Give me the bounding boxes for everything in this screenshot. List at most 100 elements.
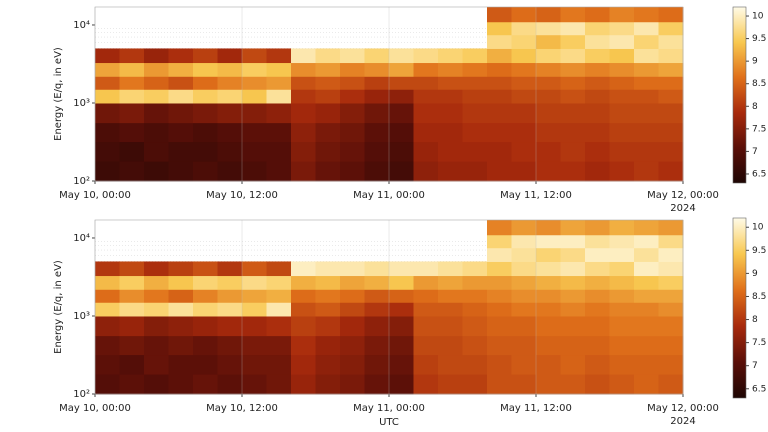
- heatmap-cell: [487, 21, 512, 36]
- heatmap-cell: [634, 261, 659, 277]
- heatmap-cell: [168, 335, 194, 356]
- heatmap-cell: [340, 335, 365, 356]
- heatmap-cell: [536, 122, 561, 143]
- heatmap-cell: [438, 141, 463, 162]
- colorbar-tick-label: 9: [752, 57, 758, 67]
- heatmap-cell: [438, 102, 463, 124]
- heatmap-cell: [291, 315, 316, 337]
- heatmap-cell: [609, 89, 635, 104]
- heatmap-cell: [193, 335, 218, 356]
- heatmap-cell: [119, 48, 145, 64]
- heatmap-cell: [340, 102, 365, 124]
- heatmap-cell: [462, 374, 488, 395]
- heatmap-cell: [364, 289, 390, 303]
- heatmap-cell: [291, 141, 316, 162]
- heatmap-cell: [315, 315, 341, 337]
- heatmap-cell: [217, 122, 243, 143]
- heatmap-cell: [585, 315, 610, 337]
- heatmap-cell: [462, 141, 488, 162]
- heatmap-cell: [487, 302, 512, 317]
- heatmap-cell: [193, 122, 218, 143]
- heatmap-cell: [511, 302, 537, 317]
- heatmap-cell: [168, 141, 194, 162]
- heatmap-cell: [511, 21, 537, 36]
- heatmap-cell: [144, 374, 169, 395]
- heatmap-cell: [487, 335, 512, 356]
- heatmap-cell: [634, 374, 659, 395]
- heatmap-cell: [364, 261, 390, 277]
- heatmap-cell: [389, 89, 414, 104]
- heatmap-cell: [536, 289, 561, 303]
- heatmap-cell: [609, 302, 635, 317]
- heatmap-cell: [144, 275, 169, 290]
- heatmap-cell: [609, 354, 635, 375]
- heatmap-cell: [266, 48, 292, 64]
- heatmap-cell: [609, 315, 635, 337]
- heatmap-cell: [585, 122, 610, 143]
- heatmap-cell: [609, 289, 635, 303]
- heatmap-cell: [364, 302, 390, 317]
- heatmap-cell: [413, 289, 439, 303]
- heatmap-cell: [315, 275, 341, 290]
- heatmap-cell: [609, 220, 635, 236]
- heatmap-cell: [487, 220, 512, 236]
- x-tick-label: May 12, 00:00: [647, 190, 719, 201]
- heatmap-cell: [95, 48, 120, 64]
- heatmap-cell: [462, 261, 488, 277]
- heatmap-cell: [634, 234, 659, 249]
- plot-frame: [94, 219, 684, 395]
- heatmap-cell: [585, 48, 610, 64]
- heatmap-cell: [389, 374, 414, 395]
- heatmap-cell: [340, 141, 365, 162]
- heatmap-cell: [340, 48, 365, 64]
- heatmap-cell: [462, 102, 488, 124]
- x-year-label: 2024: [670, 416, 695, 427]
- heatmap-cell: [585, 234, 610, 249]
- heatmap-cell: [242, 261, 267, 277]
- heatmap-cell: [340, 374, 365, 395]
- heatmap-cell: [634, 302, 659, 317]
- heatmap-cell: [609, 102, 635, 124]
- heatmap-cell: [609, 48, 635, 64]
- heatmap-cell: [634, 275, 659, 290]
- y-tick-label: 10⁴: [73, 233, 90, 244]
- heatmap-cell: [291, 374, 316, 395]
- heatmap-cell: [462, 289, 488, 303]
- heatmap-cell: [609, 247, 635, 262]
- heatmap-cell: [389, 141, 414, 162]
- heatmap-cell: [291, 122, 316, 143]
- heatmap-cell: [193, 354, 218, 375]
- heatmap-cell: [609, 62, 635, 77]
- heatmap-cell: [658, 247, 684, 262]
- y-tick-label: 10²: [73, 176, 90, 187]
- heatmap-cell: [438, 335, 463, 356]
- heatmap-cell: [487, 261, 512, 277]
- heatmap-cell: [315, 335, 341, 356]
- heatmap-cell: [315, 62, 341, 77]
- heatmap-cell: [413, 161, 439, 182]
- colorbar: [732, 6, 747, 184]
- heatmap-cell: [217, 76, 243, 90]
- heatmap-cell: [438, 48, 463, 64]
- heatmap-cell: [438, 76, 463, 90]
- heatmap-cell: [266, 374, 292, 395]
- heatmap-cell: [193, 48, 218, 64]
- heatmap-cell: [95, 374, 120, 395]
- heatmap-cell: [340, 275, 365, 290]
- heatmap-cell: [291, 335, 316, 356]
- heatmap-cell: [389, 302, 414, 317]
- heatmap-cell: [266, 315, 292, 337]
- heatmap-cell: [438, 89, 463, 104]
- heatmap-cell: [511, 234, 537, 249]
- heatmap-cell: [119, 62, 145, 77]
- heatmap-cell: [315, 76, 341, 90]
- colorbar-tick-label: 9.5: [752, 246, 766, 256]
- heatmap-cell: [413, 102, 439, 124]
- heatmap-cell: [536, 354, 561, 375]
- heatmap-cell: [217, 275, 243, 290]
- heatmap-cell: [658, 122, 684, 143]
- heatmap-cell: [119, 161, 145, 182]
- heatmap-cell: [291, 48, 316, 64]
- heatmap-cell: [389, 335, 414, 356]
- heatmap-cell: [438, 161, 463, 182]
